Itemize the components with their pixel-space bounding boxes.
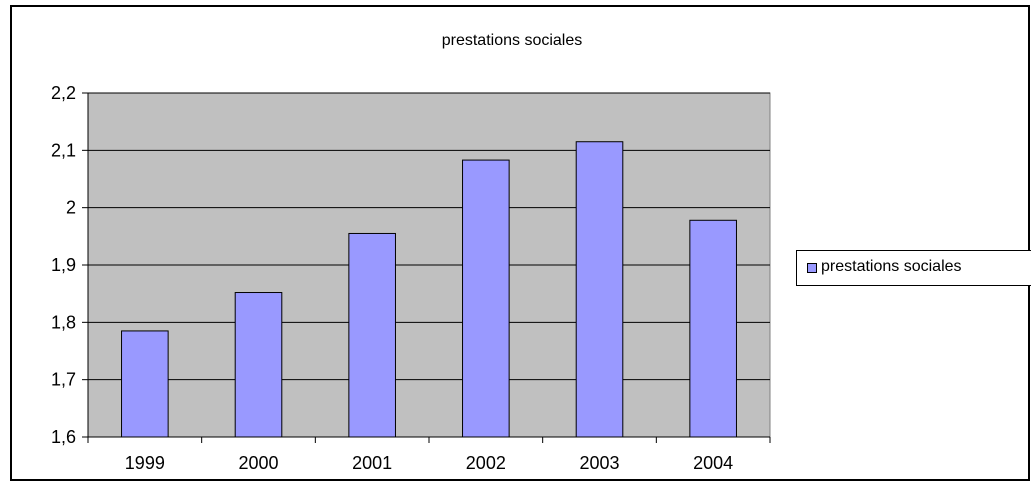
legend-label: prestations sociales bbox=[821, 258, 962, 275]
legend: prestations sociales bbox=[796, 250, 1031, 286]
y-tick-label: 1,8 bbox=[51, 312, 76, 332]
chart-title: prestations sociales bbox=[441, 32, 583, 49]
chart-frame: prestations sociales 1,6 1,7 1,8 1,9 2 2,1 2,2… bbox=[10, 5, 1031, 481]
y-tick-label: 1,9 bbox=[51, 255, 76, 275]
x-tick-label: 1999 bbox=[125, 453, 165, 473]
bar bbox=[689, 219, 737, 438]
bar bbox=[575, 141, 624, 438]
x-tick-label: 2003 bbox=[579, 453, 619, 473]
bar bbox=[348, 232, 396, 438]
bar bbox=[462, 159, 510, 438]
y-tick-label: 2,2 bbox=[51, 83, 76, 103]
x-tick-label: 2001 bbox=[352, 453, 392, 473]
y-tick-label: 1,7 bbox=[51, 370, 76, 390]
y-tick-label: 2 bbox=[66, 198, 76, 218]
bar bbox=[234, 292, 283, 438]
bar bbox=[121, 330, 169, 438]
legend-swatch bbox=[807, 263, 817, 273]
x-tick-label: 2004 bbox=[693, 453, 733, 473]
y-tick-label: 1,6 bbox=[51, 427, 76, 447]
x-tick-label: 2000 bbox=[238, 453, 278, 473]
chart-plot: 1,6 1,7 1,8 1,9 2 2,1 2,2 1999 2000 2001 2002 2003 2… bbox=[51, 83, 771, 473]
x-tick-label: 2002 bbox=[466, 453, 506, 473]
y-tick-label: 2,1 bbox=[51, 140, 76, 160]
